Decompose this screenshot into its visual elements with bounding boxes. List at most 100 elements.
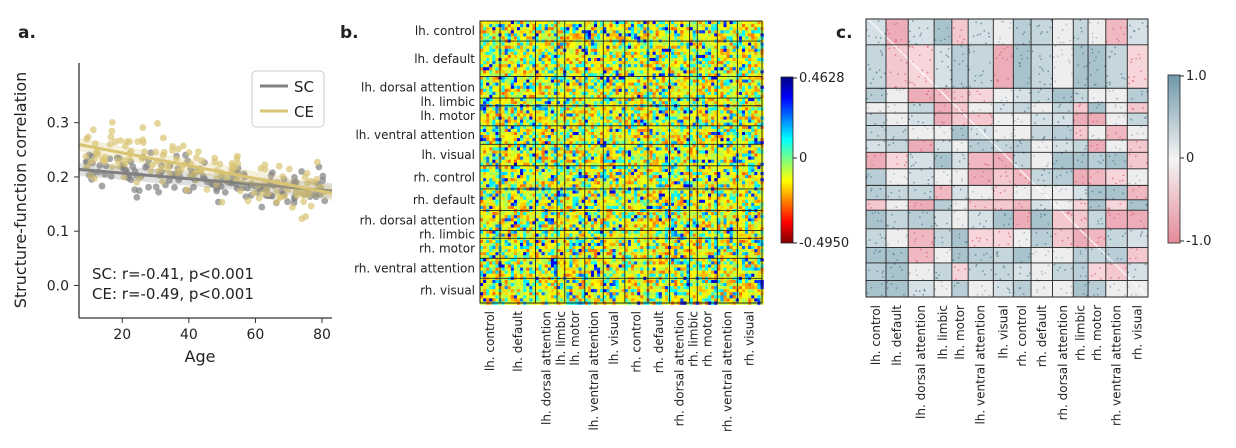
heatmap-b-cell: [547, 107, 552, 111]
heatmap-b-cell: [621, 212, 626, 216]
heatmap-b-cell: [495, 212, 499, 216]
heatmap-b-cell: [581, 61, 585, 65]
heatmap-b-cell: [600, 172, 604, 176]
heatmap-b-cell: [526, 264, 530, 268]
scatter-point-ce: [259, 189, 266, 197]
heatmap-b-cell: [513, 199, 518, 204]
heatmap-b-cell: [581, 144, 585, 148]
heatmap-b-cell: [480, 196, 484, 200]
heatmap-b-cell: [612, 230, 616, 234]
heatmap-b-cell: [547, 279, 552, 284]
scatter-point-ce: [273, 188, 280, 196]
heatmap-b-cell: [609, 289, 613, 293]
heatmap-b-cell: [606, 196, 610, 200]
heatmap-b-cell: [492, 168, 496, 173]
heatmap-b-cell: [557, 76, 561, 80]
heatmap-b-cell: [584, 141, 589, 145]
heatmap-b-cell: [483, 298, 487, 302]
heatmap-b-cell: [594, 286, 598, 290]
heatmap-b-cell: [594, 153, 598, 157]
heatmap-b-cell: [550, 295, 555, 299]
heatmap-b-cell: [532, 190, 536, 194]
heatmap-b-cell: [581, 199, 585, 204]
heatmap-b-cell: [557, 196, 561, 200]
heatmap-b-cell: [480, 230, 484, 234]
heatmap-b-cell: [547, 88, 552, 93]
heatmap-b-cell: [624, 119, 629, 123]
heatmap-b-cell: [513, 94, 518, 99]
heatmap-b-cell: [510, 261, 515, 265]
heatmap-b-cell: [501, 36, 505, 40]
heatmap-b-cell: [603, 94, 607, 99]
heatmap-b-cell: [627, 239, 632, 244]
heatmap-b-cell: [483, 267, 487, 271]
heatmap-b-cell: [603, 116, 607, 120]
heatmap-b-cell: [550, 242, 555, 247]
heatmap-b-cell: [553, 196, 558, 200]
heatmap-b-cell: [532, 205, 536, 210]
heatmap-b-cell: [624, 85, 629, 90]
heatmap-b-cell: [504, 172, 508, 176]
heatmap-b-cell: [581, 286, 585, 290]
heatmap-b-cell: [489, 261, 493, 265]
heatmap-b-cell: [523, 230, 527, 234]
heatmap-b-cell: [575, 233, 579, 237]
heatmap-b-cell: [504, 258, 508, 262]
heatmap-b-cell: [544, 128, 549, 133]
scatter-point-ce: [198, 157, 206, 164]
heatmap-b-cell: [569, 292, 573, 296]
heatmap-b-cell: [575, 264, 579, 268]
heatmap-b-cell: [504, 33, 508, 37]
heatmap-b-cell: [520, 165, 524, 170]
heatmap-b-cell: [516, 193, 521, 197]
heatmap-b-cell: [631, 168, 635, 173]
heatmap-b-cell: [495, 61, 499, 65]
heatmap-b-cell: [516, 178, 521, 182]
heatmap-b-cell: [523, 292, 527, 296]
heatmap-b-cell: [480, 249, 484, 253]
heatmap-b-cell: [489, 70, 493, 74]
heatmap-b-cell: [631, 215, 635, 219]
heatmap-b-cell: [624, 27, 629, 31]
heatmap-b-cell: [504, 239, 508, 244]
heatmap-b-cell: [547, 199, 552, 204]
heatmap-b-cell: [486, 270, 490, 274]
heatmap-b-cell: [501, 233, 505, 237]
heatmap-b-cell: [507, 230, 512, 234]
heatmap-b-cell: [609, 70, 613, 74]
heatmap-b-cell: [483, 79, 487, 83]
heatmap-b-cell: [507, 116, 512, 120]
heatmap-b-cell: [624, 61, 629, 65]
heatmap-b-cell: [513, 181, 518, 185]
heatmap-b-cell: [594, 184, 598, 188]
heatmap-b-cell: [575, 239, 579, 244]
heatmap-b-cell: [606, 199, 610, 204]
heatmap-b-cell: [526, 98, 530, 102]
heatmap-b-cell: [547, 113, 552, 117]
heatmap-b-cell: [631, 159, 635, 163]
heatmap-b-cell: [634, 205, 638, 210]
heatmap-b-cell: [541, 85, 545, 90]
heatmap-b-cell: [523, 48, 527, 53]
heatmap-b-cell: [520, 153, 524, 157]
heatmap-b-cell: [597, 113, 601, 117]
heatmap-b-cell: [618, 227, 622, 231]
heatmap-b-cell: [609, 233, 613, 237]
heatmap-b-cell: [513, 178, 518, 182]
heatmap-b-cell: [520, 64, 524, 68]
heatmap-b-cell: [486, 128, 490, 133]
heatmap-b-cell: [612, 76, 616, 80]
heatmap-b-cell: [590, 150, 595, 154]
heatmap-b-cell: [581, 212, 585, 216]
heatmap-b-cell: [597, 141, 601, 145]
heatmap-b-cell: [513, 110, 518, 114]
heatmap-b-cell: [575, 21, 579, 25]
heatmap-b-cell: [594, 48, 598, 53]
heatmap-b-cell: [621, 147, 626, 151]
heatmap-b-cell: [535, 122, 539, 126]
heatmap-b-cell: [501, 21, 505, 25]
heatmap-b-cell: [594, 292, 598, 296]
heatmap-b-cell: [575, 125, 579, 130]
heatmap-b-cell: [504, 230, 508, 234]
heatmap-b-cell: [587, 273, 592, 278]
